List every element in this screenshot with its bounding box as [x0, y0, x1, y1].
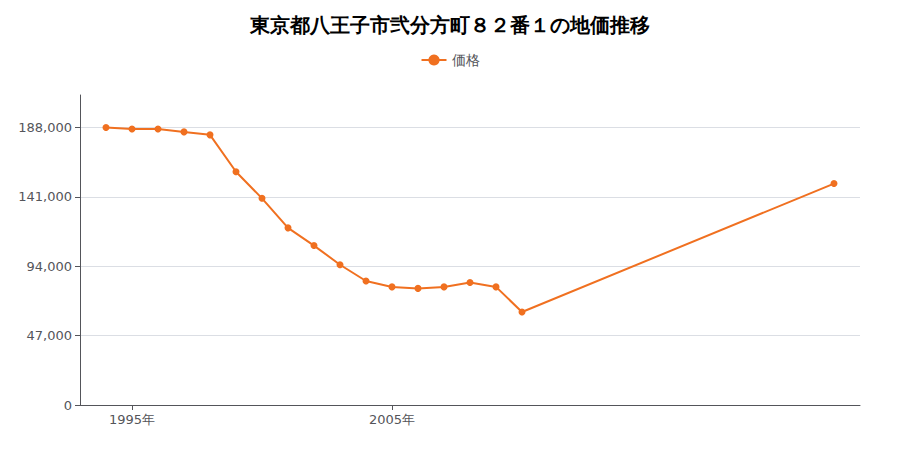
svg-text:2005年: 2005年 — [369, 412, 415, 427]
svg-text:東京都八王子市弐分方町８２番１の地価推移: 東京都八王子市弐分方町８２番１の地価推移 — [249, 13, 650, 37]
svg-text:0: 0 — [64, 398, 72, 413]
svg-text:価格: 価格 — [452, 52, 480, 68]
svg-text:47,000: 47,000 — [27, 328, 73, 343]
svg-text:188,000: 188,000 — [18, 120, 72, 135]
svg-text:94,000: 94,000 — [27, 259, 73, 274]
svg-text:141,000: 141,000 — [18, 189, 72, 204]
svg-text:1995年: 1995年 — [109, 412, 155, 427]
